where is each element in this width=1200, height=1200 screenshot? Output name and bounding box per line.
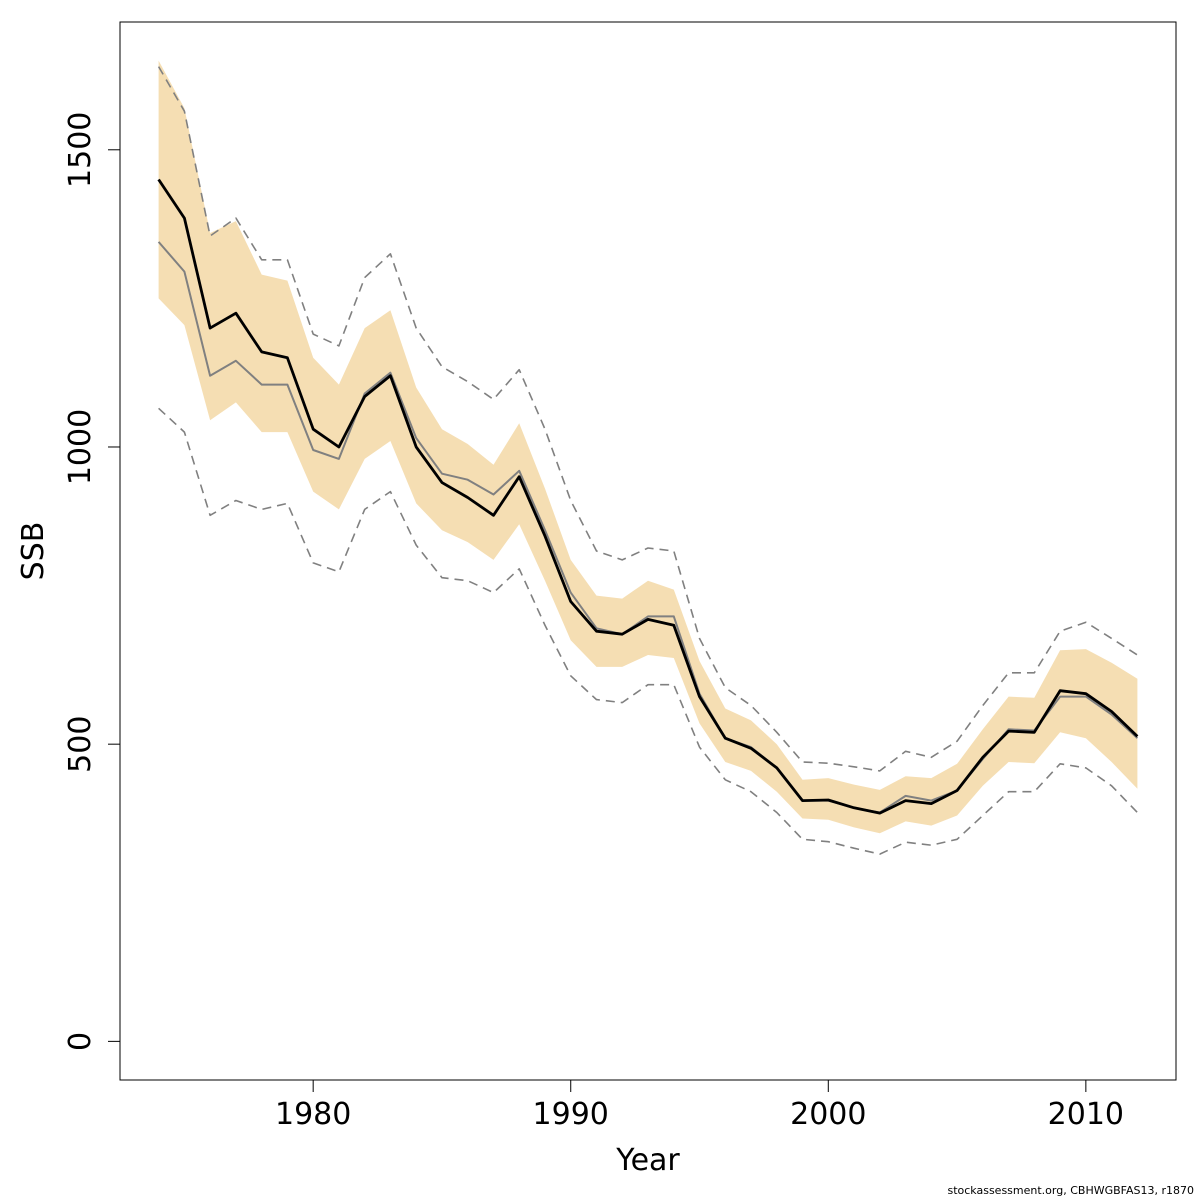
y-tick-label: 1000 <box>63 409 98 485</box>
ssb-estimate-line <box>157 178 1139 815</box>
confidence-band <box>158 60 1138 834</box>
x-axis-title: Year <box>615 1143 680 1178</box>
y-tick-label: 1500 <box>63 112 98 188</box>
confidence-band-layer <box>158 60 1138 834</box>
x-tick-label: 2000 <box>790 1097 866 1132</box>
footer-credit: stockassessment.org, CBHWGBFAS13, r1870 <box>947 1184 1194 1197</box>
series-lines-layer <box>157 66 1139 855</box>
x-axis: 1980 1990 2000 2010 <box>275 1079 1124 1132</box>
plot-frame <box>119 21 1177 1081</box>
outer-upper-dashed-line <box>157 66 1138 772</box>
x-tick-label: 1980 <box>275 1097 351 1132</box>
x-tick-label: 1990 <box>533 1097 609 1132</box>
y-axis-title: SSB <box>16 522 51 581</box>
x-tick-label: 2010 <box>1048 1097 1124 1132</box>
y-axis: 0 500 1000 1500 <box>63 112 121 1051</box>
y-tick-label: 500 <box>63 716 98 773</box>
y-tick-label: 0 <box>63 1032 98 1051</box>
outer-lower-dashed-line <box>158 407 1138 855</box>
